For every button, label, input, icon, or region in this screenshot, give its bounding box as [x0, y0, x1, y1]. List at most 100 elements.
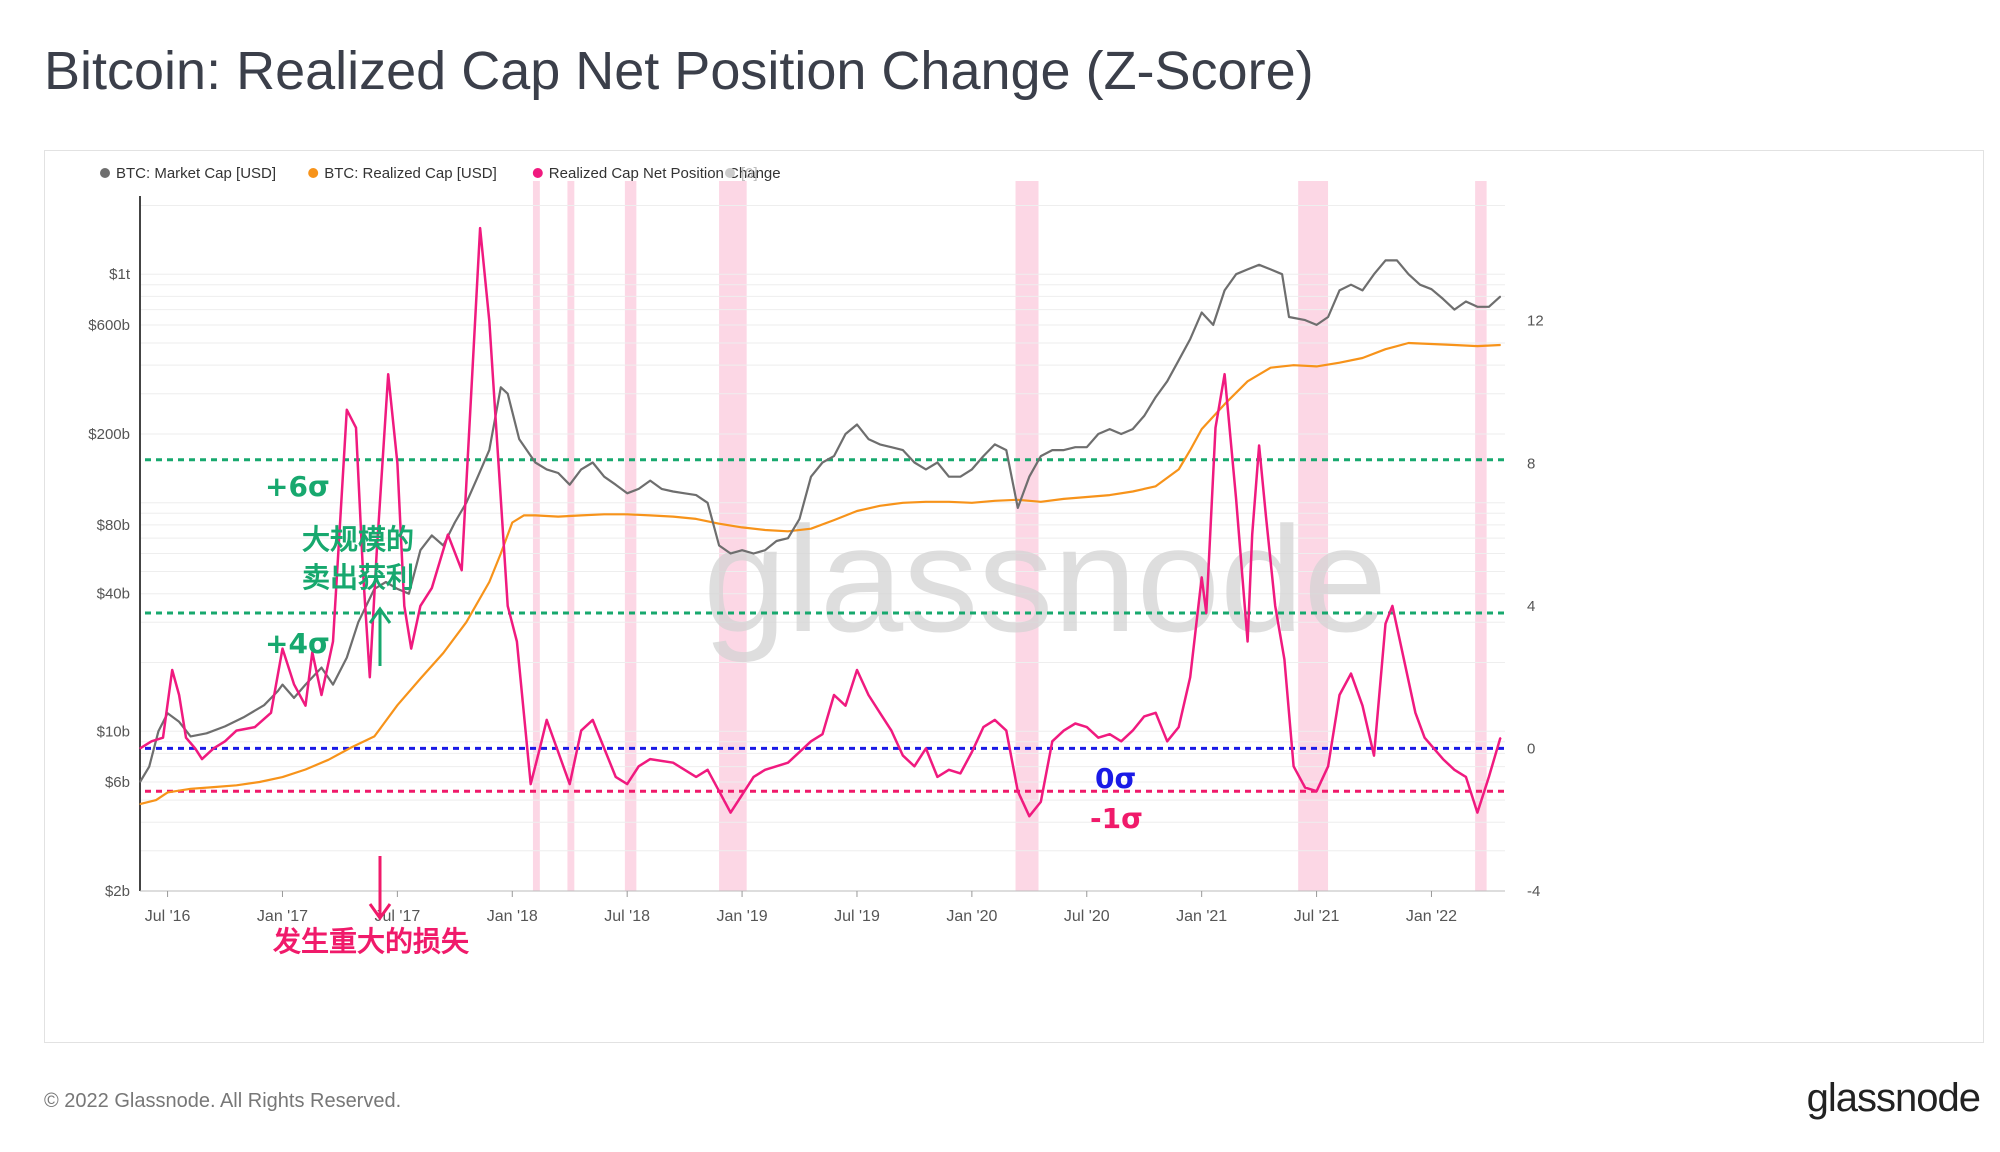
data-point-2	[403, 605, 405, 607]
data-point-2	[1143, 715, 1145, 718]
data-point-2	[470, 398, 472, 400]
data-point-2	[224, 740, 226, 742]
data-point-2	[1499, 737, 1501, 739]
data-point-0	[431, 534, 433, 536]
annotations: +6σ +4σ 0σ -1σ 大规模的 卖出获利 发生重大的损失	[265, 470, 1143, 958]
data-point-1	[925, 501, 927, 503]
data-point-1	[1224, 403, 1226, 405]
data-point-0	[592, 461, 594, 464]
data-point-0	[148, 766, 150, 768]
data-point-2	[730, 812, 732, 814]
data-point-2	[1373, 755, 1375, 757]
data-point-0	[948, 476, 950, 478]
data-point-0	[1074, 446, 1076, 448]
data-point-1	[139, 803, 141, 805]
data-point-1	[741, 526, 743, 528]
data-point-2	[1251, 534, 1253, 536]
shaded-period-5	[1298, 181, 1329, 891]
data-point-0	[867, 438, 870, 440]
footer-copyright: © 2022 Glassnode. All Rights Reserved.	[44, 1090, 402, 1112]
data-point-0	[798, 518, 801, 520]
data-point-2	[787, 762, 789, 764]
data-point-0	[1281, 273, 1283, 275]
data-point-0	[982, 455, 985, 457]
data-point-1	[442, 652, 444, 654]
x-tick-label: Jul '16	[145, 908, 191, 925]
data-point-0	[718, 544, 720, 547]
y-left-tick-label: $80b	[97, 517, 130, 534]
data-point-1	[833, 519, 835, 521]
data-point-1	[1361, 357, 1364, 359]
data-point-2	[1005, 730, 1007, 732]
annotation-profit-line2: 卖出获利	[302, 561, 414, 594]
footer-logo: glassnode	[1806, 1076, 1981, 1120]
y-left-tick-label: $6b	[105, 774, 130, 791]
label-plus4: +4σ	[265, 627, 330, 660]
data-point-2	[649, 758, 651, 760]
data-point-0	[546, 468, 548, 470]
data-point-2	[346, 409, 348, 411]
data-point-0	[1304, 319, 1306, 321]
data-point-2	[1350, 673, 1352, 675]
data-point-2	[1201, 576, 1203, 578]
data-point-1	[626, 513, 628, 515]
data-point-2	[461, 569, 463, 571]
data-point-2	[332, 640, 334, 643]
watermark-text: glassnode	[703, 495, 1387, 663]
data-point-2	[1488, 776, 1490, 778]
data-point-1	[1086, 496, 1088, 498]
label-minus1: -1σ	[1090, 802, 1143, 835]
data-point-1	[810, 528, 812, 530]
threshold-lines	[145, 458, 1505, 793]
data-point-0	[1143, 415, 1145, 417]
shaded-period-3	[719, 181, 747, 891]
y-right-tick-label: 8	[1527, 455, 1535, 472]
annotation-loss: 发生重大的损失	[272, 925, 470, 958]
x-tick-label: Jul '20	[1064, 908, 1110, 925]
data-point-0	[684, 492, 686, 494]
data-point-0	[357, 621, 359, 623]
data-point-0	[913, 461, 916, 464]
data-point-1	[511, 521, 513, 524]
shaded-period-4	[1015, 181, 1039, 891]
x-tick-label: Jul '18	[604, 908, 650, 925]
data-point-0	[511, 411, 513, 413]
data-point-1	[350, 746, 352, 749]
x-tick-label: Jan '19	[717, 908, 768, 925]
series-line-0	[139, 259, 1502, 783]
data-point-0	[242, 716, 244, 719]
y-left-tick-label: $2b	[105, 883, 130, 900]
data-point-1	[1430, 343, 1433, 345]
data-point-2	[753, 776, 755, 778]
data-point-0	[1350, 284, 1352, 286]
data-point-2	[530, 783, 532, 785]
data-point-0	[833, 455, 835, 457]
axes: $2b $6b $10b $40b $80b $200b $600b $1t -4 0 4 8 12 Ju…	[88, 196, 1544, 925]
data-point-0	[206, 732, 208, 734]
data-point-0	[396, 588, 398, 590]
data-point-0	[994, 443, 996, 445]
data-point-2	[1214, 427, 1217, 429]
data-point-1	[258, 781, 261, 783]
data-point-2	[695, 776, 697, 778]
data-point-0	[385, 581, 387, 583]
data-point-2	[1247, 640, 1249, 643]
data-point-2	[1476, 812, 1478, 814]
data-point-1	[1476, 345, 1478, 347]
data-point-0	[1327, 316, 1329, 318]
data-point-2	[615, 776, 617, 778]
data-point-1	[787, 530, 789, 532]
x-tick-label: Jan '20	[946, 908, 997, 925]
data-point-2	[959, 772, 962, 775]
data-point-2	[867, 694, 870, 696]
data-point-0	[821, 461, 824, 464]
data-point-1	[500, 552, 502, 555]
data-point-1	[523, 514, 525, 516]
data-point-0	[695, 494, 697, 496]
data-point-0	[332, 684, 334, 686]
data-point-2	[1040, 801, 1042, 803]
data-point-0	[1316, 324, 1318, 326]
data-point-0	[856, 423, 858, 426]
data-point-0	[320, 667, 323, 669]
data-point-0	[1224, 289, 1226, 291]
